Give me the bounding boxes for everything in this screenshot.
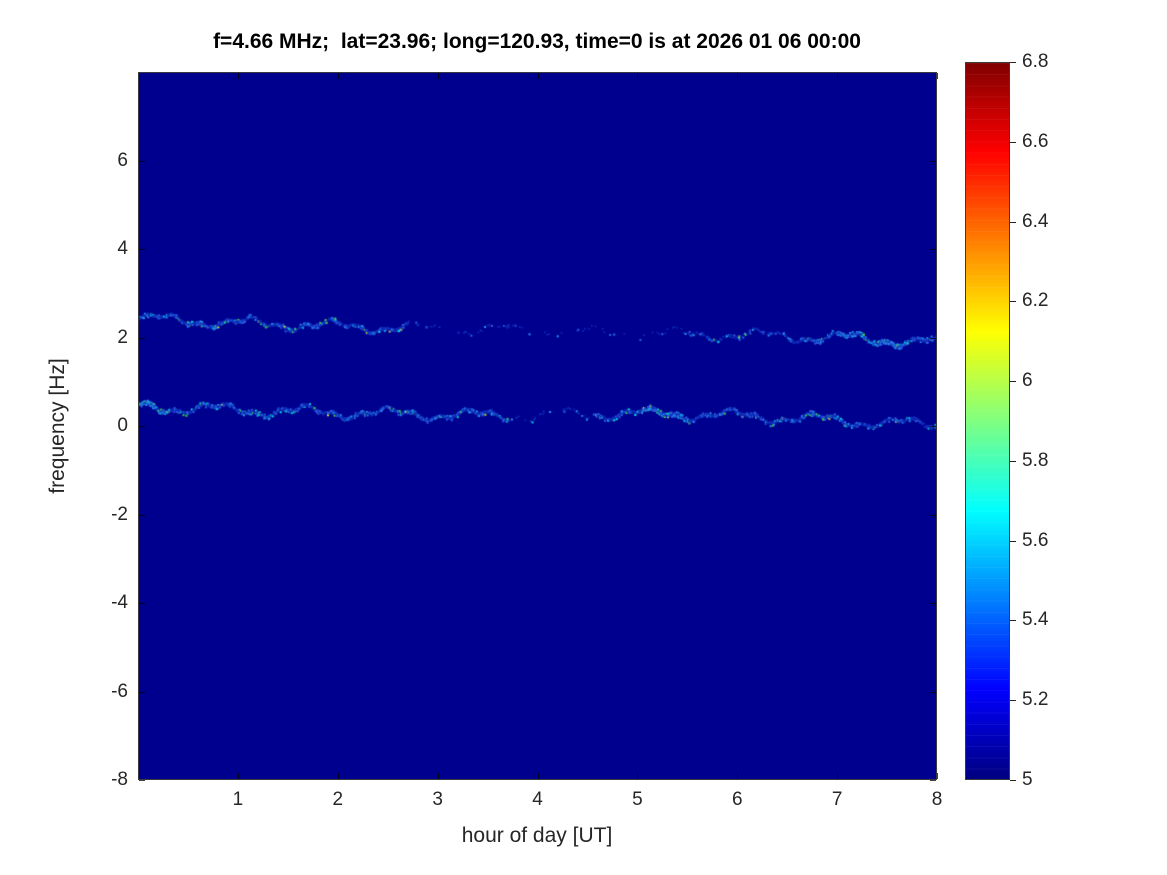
colorbar-tick-label: 5.4 [1022,609,1049,631]
colorbar-tick-mark [1010,381,1016,383]
y-tick-mark [930,337,936,339]
y-tick-mark [139,160,145,162]
x-tick-mark [837,773,839,779]
x-tick-label: 5 [632,789,643,810]
x-tick-mark [437,73,439,79]
colorbar-tick-mark [1010,301,1016,303]
y-tick-label: 0 [117,415,128,436]
colorbar-tick-mark [1010,620,1016,622]
y-tick-label: -8 [111,769,128,790]
y-tick-label: 4 [117,238,128,259]
x-tick-mark [237,773,239,779]
x-tick-mark [837,73,839,79]
y-tick-mark [930,160,936,162]
y-tick-label: 6 [117,149,128,171]
y-tick-mark [139,337,145,339]
colorbar-tick-mark [1010,780,1016,781]
y-tick-label: -2 [111,503,128,525]
x-tick-mark [937,73,938,79]
colorbar-tick-mark [1010,221,1016,223]
y-tick-label: -4 [111,592,128,613]
y-tick-mark [930,426,936,427]
x-tick-label: 4 [532,789,543,810]
x-tick-label: 3 [432,789,443,810]
colorbar-tick-label: 6.8 [1022,51,1049,72]
x-tick-mark [537,773,539,779]
colorbar-tick-mark [1010,141,1016,143]
colorbar-tick-label: 5.8 [1022,449,1049,471]
colorbar-tick-mark [1010,460,1016,462]
x-tick-label: 7 [831,789,843,810]
x-axis-label: hour of day [UT] [461,824,613,847]
colorbar-tick-mark [1010,540,1016,542]
colorbar-tick-mark [1010,62,1016,63]
y-tick-mark [139,780,145,781]
colorbar-tick-label: 5 [1022,769,1033,790]
x-tick-label: 2 [332,789,344,810]
y-tick-mark [930,780,936,781]
x-tick-label: 6 [731,789,743,810]
y-tick-mark [930,514,936,516]
y-tick-label: 2 [117,326,128,348]
x-tick-mark [637,773,639,779]
y-tick-mark [139,514,145,516]
chart-title: f=4.66 MHz; lat=23.96; long=120.93, time… [213,30,861,53]
x-tick-mark [437,773,439,779]
x-tick-mark [737,773,739,779]
x-tick-label: 1 [232,789,244,810]
colorbar-tick-label: 5.2 [1022,689,1049,711]
y-tick-mark [139,426,145,427]
colorbar-tick-label: 5.6 [1022,529,1049,551]
colorbar-tick-label: 6.4 [1022,210,1049,232]
y-tick-mark [930,603,936,604]
x-tick-mark [937,773,938,779]
y-tick-mark [139,603,145,604]
colorbar-tick-mark [1010,700,1016,702]
colorbar [965,62,1010,780]
y-axis-label: frequency [Hz] [46,358,69,494]
x-tick-mark [237,73,239,79]
plot-area [138,72,937,780]
colorbar-tick-label: 6.6 [1022,130,1049,152]
x-tick-mark [537,73,539,79]
y-tick-mark [139,691,145,693]
x-tick-mark [737,73,739,79]
y-tick-mark [930,249,936,250]
y-tick-mark [930,691,936,693]
colorbar-tick-label: 6.2 [1022,290,1049,312]
x-tick-mark [337,73,339,79]
colorbar-tick-label: 6 [1022,370,1033,392]
y-tick-label: -6 [111,680,128,702]
x-tick-mark [637,73,639,79]
x-tick-mark [337,773,339,779]
y-tick-mark [139,249,145,250]
spectrogram-canvas [139,73,936,779]
x-tick-label: 8 [931,789,943,810]
